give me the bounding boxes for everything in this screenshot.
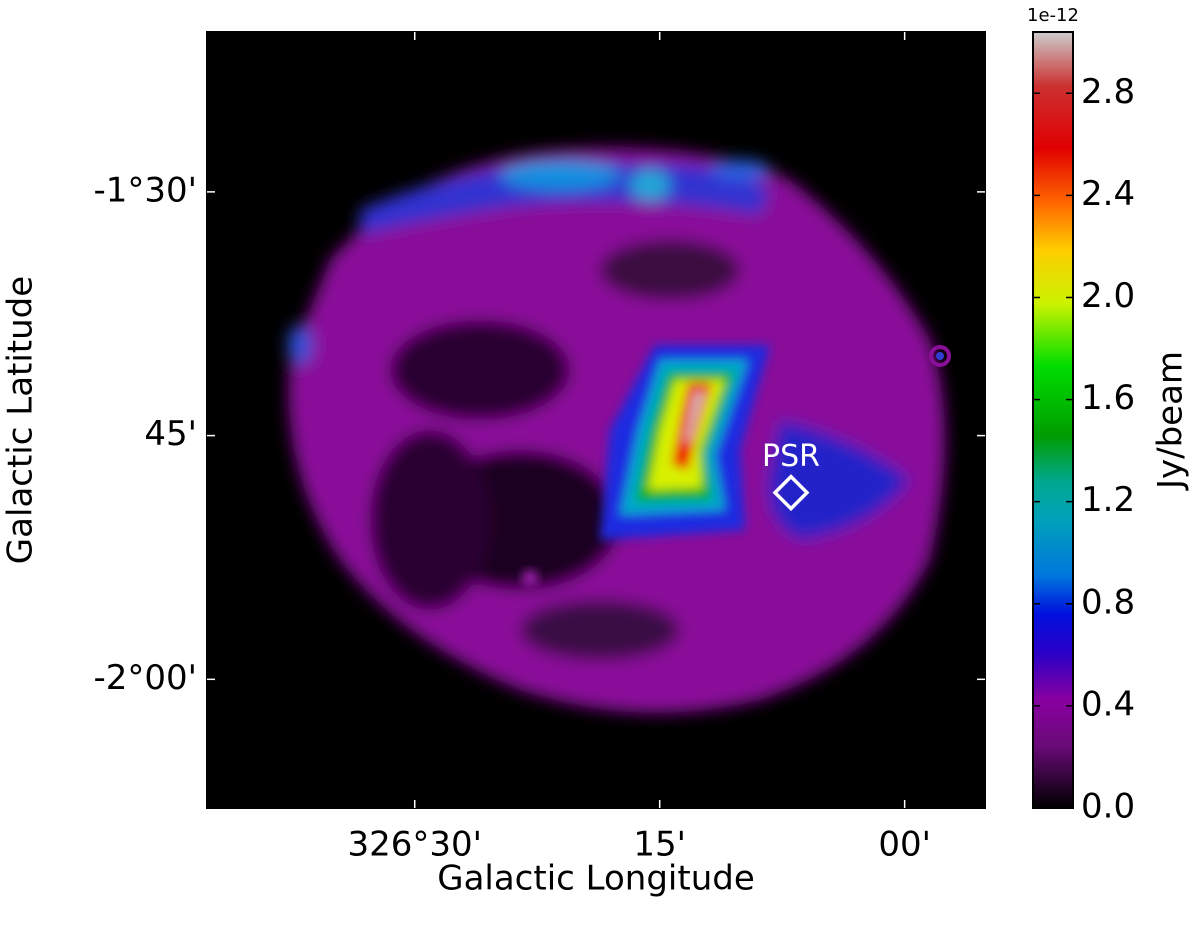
x-tick-label: 326°30' (347, 825, 482, 865)
colorbar-tick-label: 1.6 (1081, 378, 1135, 418)
annotation-label: PSR (762, 439, 820, 474)
colorbar-label: Jy/beam (1151, 351, 1191, 491)
colorbar (1032, 31, 1074, 809)
x-tick-label: 00' (878, 825, 931, 865)
y-tick-label: 45' (144, 414, 197, 454)
psr-marker (772, 474, 810, 512)
colorbar-tick-label: 1.2 (1081, 480, 1135, 520)
colorbar-tick-label: 2.0 (1081, 276, 1135, 316)
x-axis-label: Galactic Longitude (437, 859, 755, 899)
frame (206, 31, 986, 809)
colorbar-tick-label: 0.0 (1081, 787, 1135, 827)
colorbar-tick-label: 2.4 (1081, 174, 1135, 214)
y-tick-label: -2°00' (93, 658, 197, 698)
y-tick-label: -1°30' (93, 170, 197, 210)
image (207, 32, 985, 808)
colorbar-tick-label: 2.8 (1081, 72, 1135, 112)
colorbar-tick-label: 0.8 (1081, 582, 1135, 622)
colorbar-tick-label: 0.4 (1081, 684, 1135, 724)
x-tick-label: 15' (633, 825, 686, 865)
colorbar-offset: 1e-12 (1027, 5, 1079, 26)
y-axis-label: Galactic Latitude (1, 276, 41, 564)
